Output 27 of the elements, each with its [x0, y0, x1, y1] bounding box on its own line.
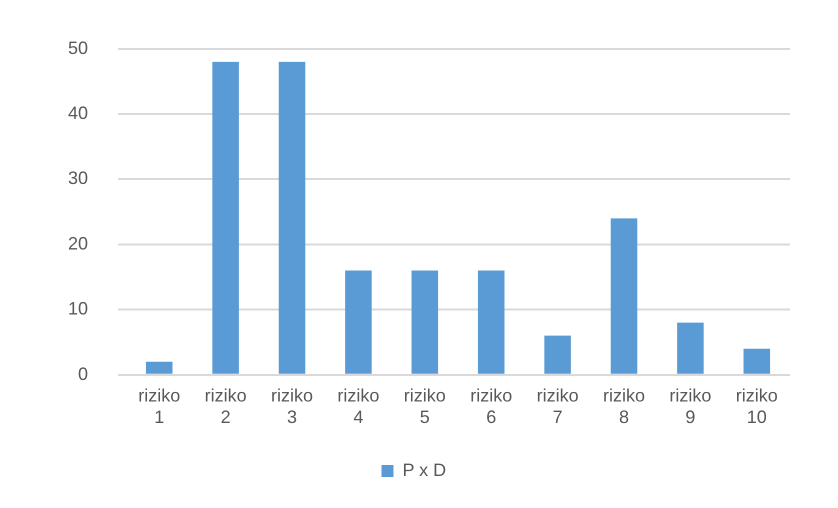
x-tick-label: riziko 6 [470, 386, 512, 428]
x-tick-label: riziko 10 [736, 386, 778, 428]
bar [278, 62, 306, 374]
y-tick-label: 0 [78, 364, 88, 384]
x-tick-label: riziko 8 [603, 386, 646, 428]
legend-label: P x D [402, 460, 446, 480]
bar [212, 62, 239, 374]
x-tick-label: riziko 5 [404, 386, 446, 428]
x-tick-label: riziko 9 [669, 386, 712, 428]
x-tick-label: riziko 3 [271, 386, 314, 428]
bar [744, 348, 770, 374]
bar [412, 270, 438, 374]
x-tick-label: riziko 2 [204, 386, 247, 428]
x-tick-label: riziko 7 [536, 386, 579, 428]
bar [677, 322, 704, 374]
bar [478, 270, 504, 374]
bar [345, 270, 372, 374]
y-tick-label: 40 [68, 102, 88, 123]
x-tick-label: riziko 4 [337, 386, 380, 428]
bar [146, 362, 172, 374]
y-tick-label: 20 [68, 233, 88, 254]
bar [610, 218, 638, 374]
y-tick-label: 10 [68, 298, 88, 319]
y-tick-label: 30 [68, 168, 88, 188]
y-tick-label: 50 [68, 38, 88, 58]
x-tick-label: riziko 1 [138, 386, 180, 428]
bar [544, 336, 571, 374]
